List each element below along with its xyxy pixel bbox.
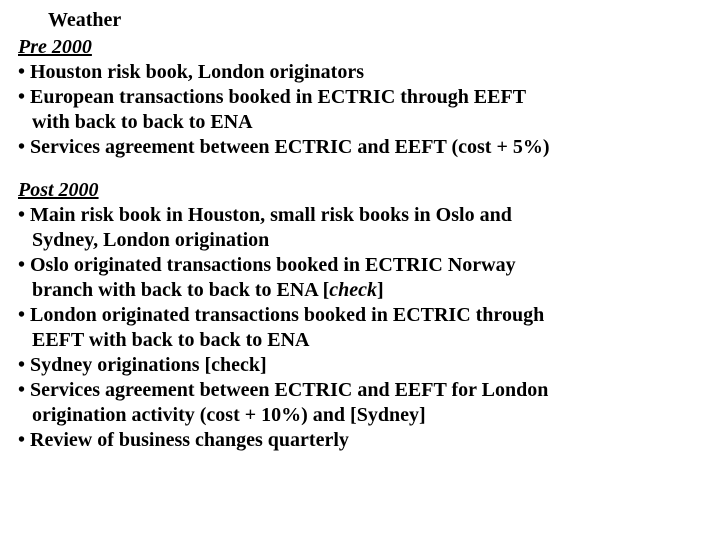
- bullet-item: • Sydney originations [check]: [18, 353, 702, 378]
- bullet-item: • Houston risk book, London originators: [18, 60, 702, 85]
- page-title: Weather: [48, 8, 702, 33]
- bullet-item: • Review of business changes quarterly: [18, 428, 702, 453]
- bullet-item: • Oslo originated transactions booked in…: [18, 253, 702, 278]
- section-heading-post: Post 2000: [18, 178, 702, 203]
- text-run: ]: [377, 279, 384, 301]
- bullet-item: • Main risk book in Houston, small risk …: [18, 203, 702, 228]
- italic-check: check: [329, 279, 377, 301]
- bullet-continuation: origination activity (cost + 10%) and [S…: [18, 403, 702, 428]
- bullet-continuation: branch with back to back to ENA [check]: [18, 278, 702, 303]
- text-run: branch with back to back to ENA [: [32, 279, 329, 301]
- bullet-continuation: with back to back to ENA: [18, 110, 702, 135]
- bullet-item: • Services agreement between ECTRIC and …: [18, 135, 702, 160]
- bullet-continuation: Sydney, London origination: [18, 228, 702, 253]
- bullet-continuation: EEFT with back to back to ENA: [18, 328, 702, 353]
- bullet-item: • Services agreement between ECTRIC and …: [18, 378, 702, 403]
- document-page: Weather Pre 2000 • Houston risk book, Lo…: [0, 0, 720, 453]
- bullet-item: • London originated transactions booked …: [18, 303, 702, 328]
- section-heading-pre: Pre 2000: [18, 35, 702, 60]
- bullet-item: • European transactions booked in ECTRIC…: [18, 85, 702, 110]
